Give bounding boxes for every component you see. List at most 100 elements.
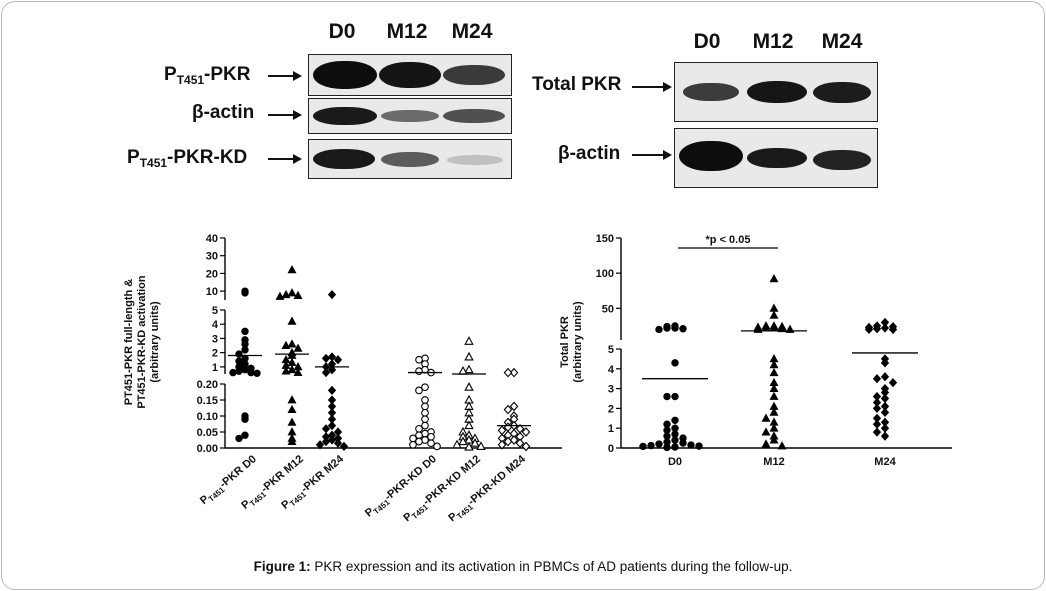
data-point	[327, 365, 337, 375]
data-point	[769, 367, 779, 377]
data-point	[421, 402, 429, 411]
data-point	[888, 324, 898, 335]
y-tick-label: 4	[608, 364, 615, 376]
data-point	[880, 323, 890, 333]
data-point	[769, 303, 779, 312]
blot-label-beta-actin: β-actin	[192, 102, 255, 123]
data-point	[503, 436, 513, 447]
data-point	[458, 366, 468, 375]
data-point	[452, 439, 462, 449]
data-point	[458, 436, 468, 446]
data-point	[464, 364, 474, 374]
data-point	[769, 360, 779, 369]
data-point	[476, 441, 486, 450]
y-tick-label: 3	[212, 333, 218, 345]
x-category-label: PT451-PKR-KD M12	[401, 453, 484, 526]
data-point	[327, 290, 337, 300]
data-point	[769, 383, 779, 393]
data-point	[880, 358, 890, 368]
data-point	[287, 288, 297, 297]
y-axis-label: Total PKR	[559, 316, 571, 368]
data-point	[464, 420, 474, 430]
data-point	[409, 440, 417, 449]
data-point	[521, 441, 531, 452]
right-header-m12: M12	[752, 30, 794, 53]
y-tick-label: 4	[212, 319, 219, 331]
data-point	[321, 353, 331, 363]
blot-label-pt451-pkr: PT451-PKR	[164, 64, 251, 87]
data-point	[321, 367, 331, 378]
data-point	[509, 435, 519, 445]
data-point	[769, 391, 779, 400]
data-point	[339, 441, 349, 451]
blot-label-beta-actin-right: β-actin	[558, 143, 621, 164]
y-tick-label: 150	[596, 233, 614, 245]
data-point	[777, 441, 787, 450]
x-category-label: M12	[763, 456, 784, 468]
blot-strip-pt451-pkr-kd	[308, 139, 512, 179]
data-point	[695, 442, 703, 450]
data-point	[235, 367, 243, 375]
y-axis-label: PT451-PKR-KD activation	[136, 275, 148, 409]
arrow-icon	[632, 150, 672, 160]
data-point	[415, 355, 423, 364]
data-point	[241, 415, 249, 423]
data-point	[464, 382, 474, 391]
x-category-label: M24	[874, 456, 896, 468]
data-point	[872, 419, 882, 429]
data-point	[687, 441, 695, 449]
data-point	[663, 324, 671, 332]
data-point	[769, 273, 779, 283]
data-point	[761, 439, 771, 448]
arrow-icon	[268, 71, 302, 81]
data-point	[679, 439, 687, 447]
data-point	[241, 366, 249, 374]
x-category-label: D0	[668, 456, 682, 468]
data-point	[769, 310, 779, 319]
blot-strip-pt451-pkr	[308, 54, 512, 96]
figure-caption: Figure 1: PKR expression and its activat…	[253, 559, 793, 574]
data-point	[464, 336, 474, 345]
data-point	[880, 393, 890, 404]
data-point	[470, 438, 480, 447]
data-point	[509, 401, 519, 412]
data-point	[880, 431, 890, 441]
y-tick-label: 1	[608, 423, 614, 435]
data-point	[293, 290, 303, 299]
data-point	[655, 440, 663, 448]
data-point	[415, 386, 423, 395]
data-point	[281, 340, 291, 349]
data-point	[761, 427, 771, 436]
data-point	[671, 416, 679, 424]
data-point	[293, 343, 303, 352]
y-tick-label: 0.10	[197, 411, 218, 423]
blot-strip-beta-actin	[308, 98, 512, 134]
data-point	[327, 385, 337, 395]
y-tick-label: 30	[206, 251, 218, 263]
y-tick-label: 0	[608, 443, 614, 455]
data-point	[671, 324, 679, 332]
y-tick-label: 20	[206, 268, 218, 280]
y-tick-label: 0.05	[197, 427, 218, 439]
data-point	[671, 436, 679, 444]
data-point	[241, 346, 249, 354]
data-point	[509, 367, 519, 378]
left-header-d0: D0	[328, 20, 356, 43]
right-header-m24: M24	[821, 30, 863, 53]
data-point	[464, 351, 474, 361]
data-point	[327, 435, 337, 445]
y-tick-label: 2	[608, 403, 614, 415]
data-point	[777, 323, 787, 333]
right-header-d0: D0	[693, 30, 721, 53]
data-point	[521, 427, 531, 437]
data-point	[671, 359, 679, 367]
data-point	[287, 316, 297, 325]
blot-strip-total-pkr	[674, 62, 878, 122]
data-point	[253, 369, 261, 377]
data-point	[769, 423, 779, 432]
data-point	[872, 427, 882, 437]
left-header-m12: M12	[386, 20, 428, 43]
data-point	[421, 408, 429, 417]
data-point	[287, 364, 297, 374]
